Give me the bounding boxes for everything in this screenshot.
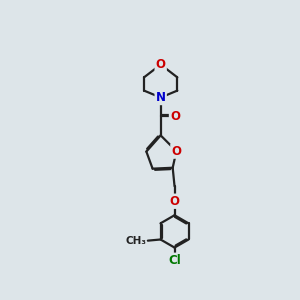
Text: N: N [156,91,166,104]
Text: CH₃: CH₃ [126,236,147,246]
Text: O: O [156,58,166,71]
Text: O: O [169,195,179,208]
Text: Cl: Cl [168,254,181,267]
Text: O: O [170,110,180,123]
Text: O: O [171,145,182,158]
